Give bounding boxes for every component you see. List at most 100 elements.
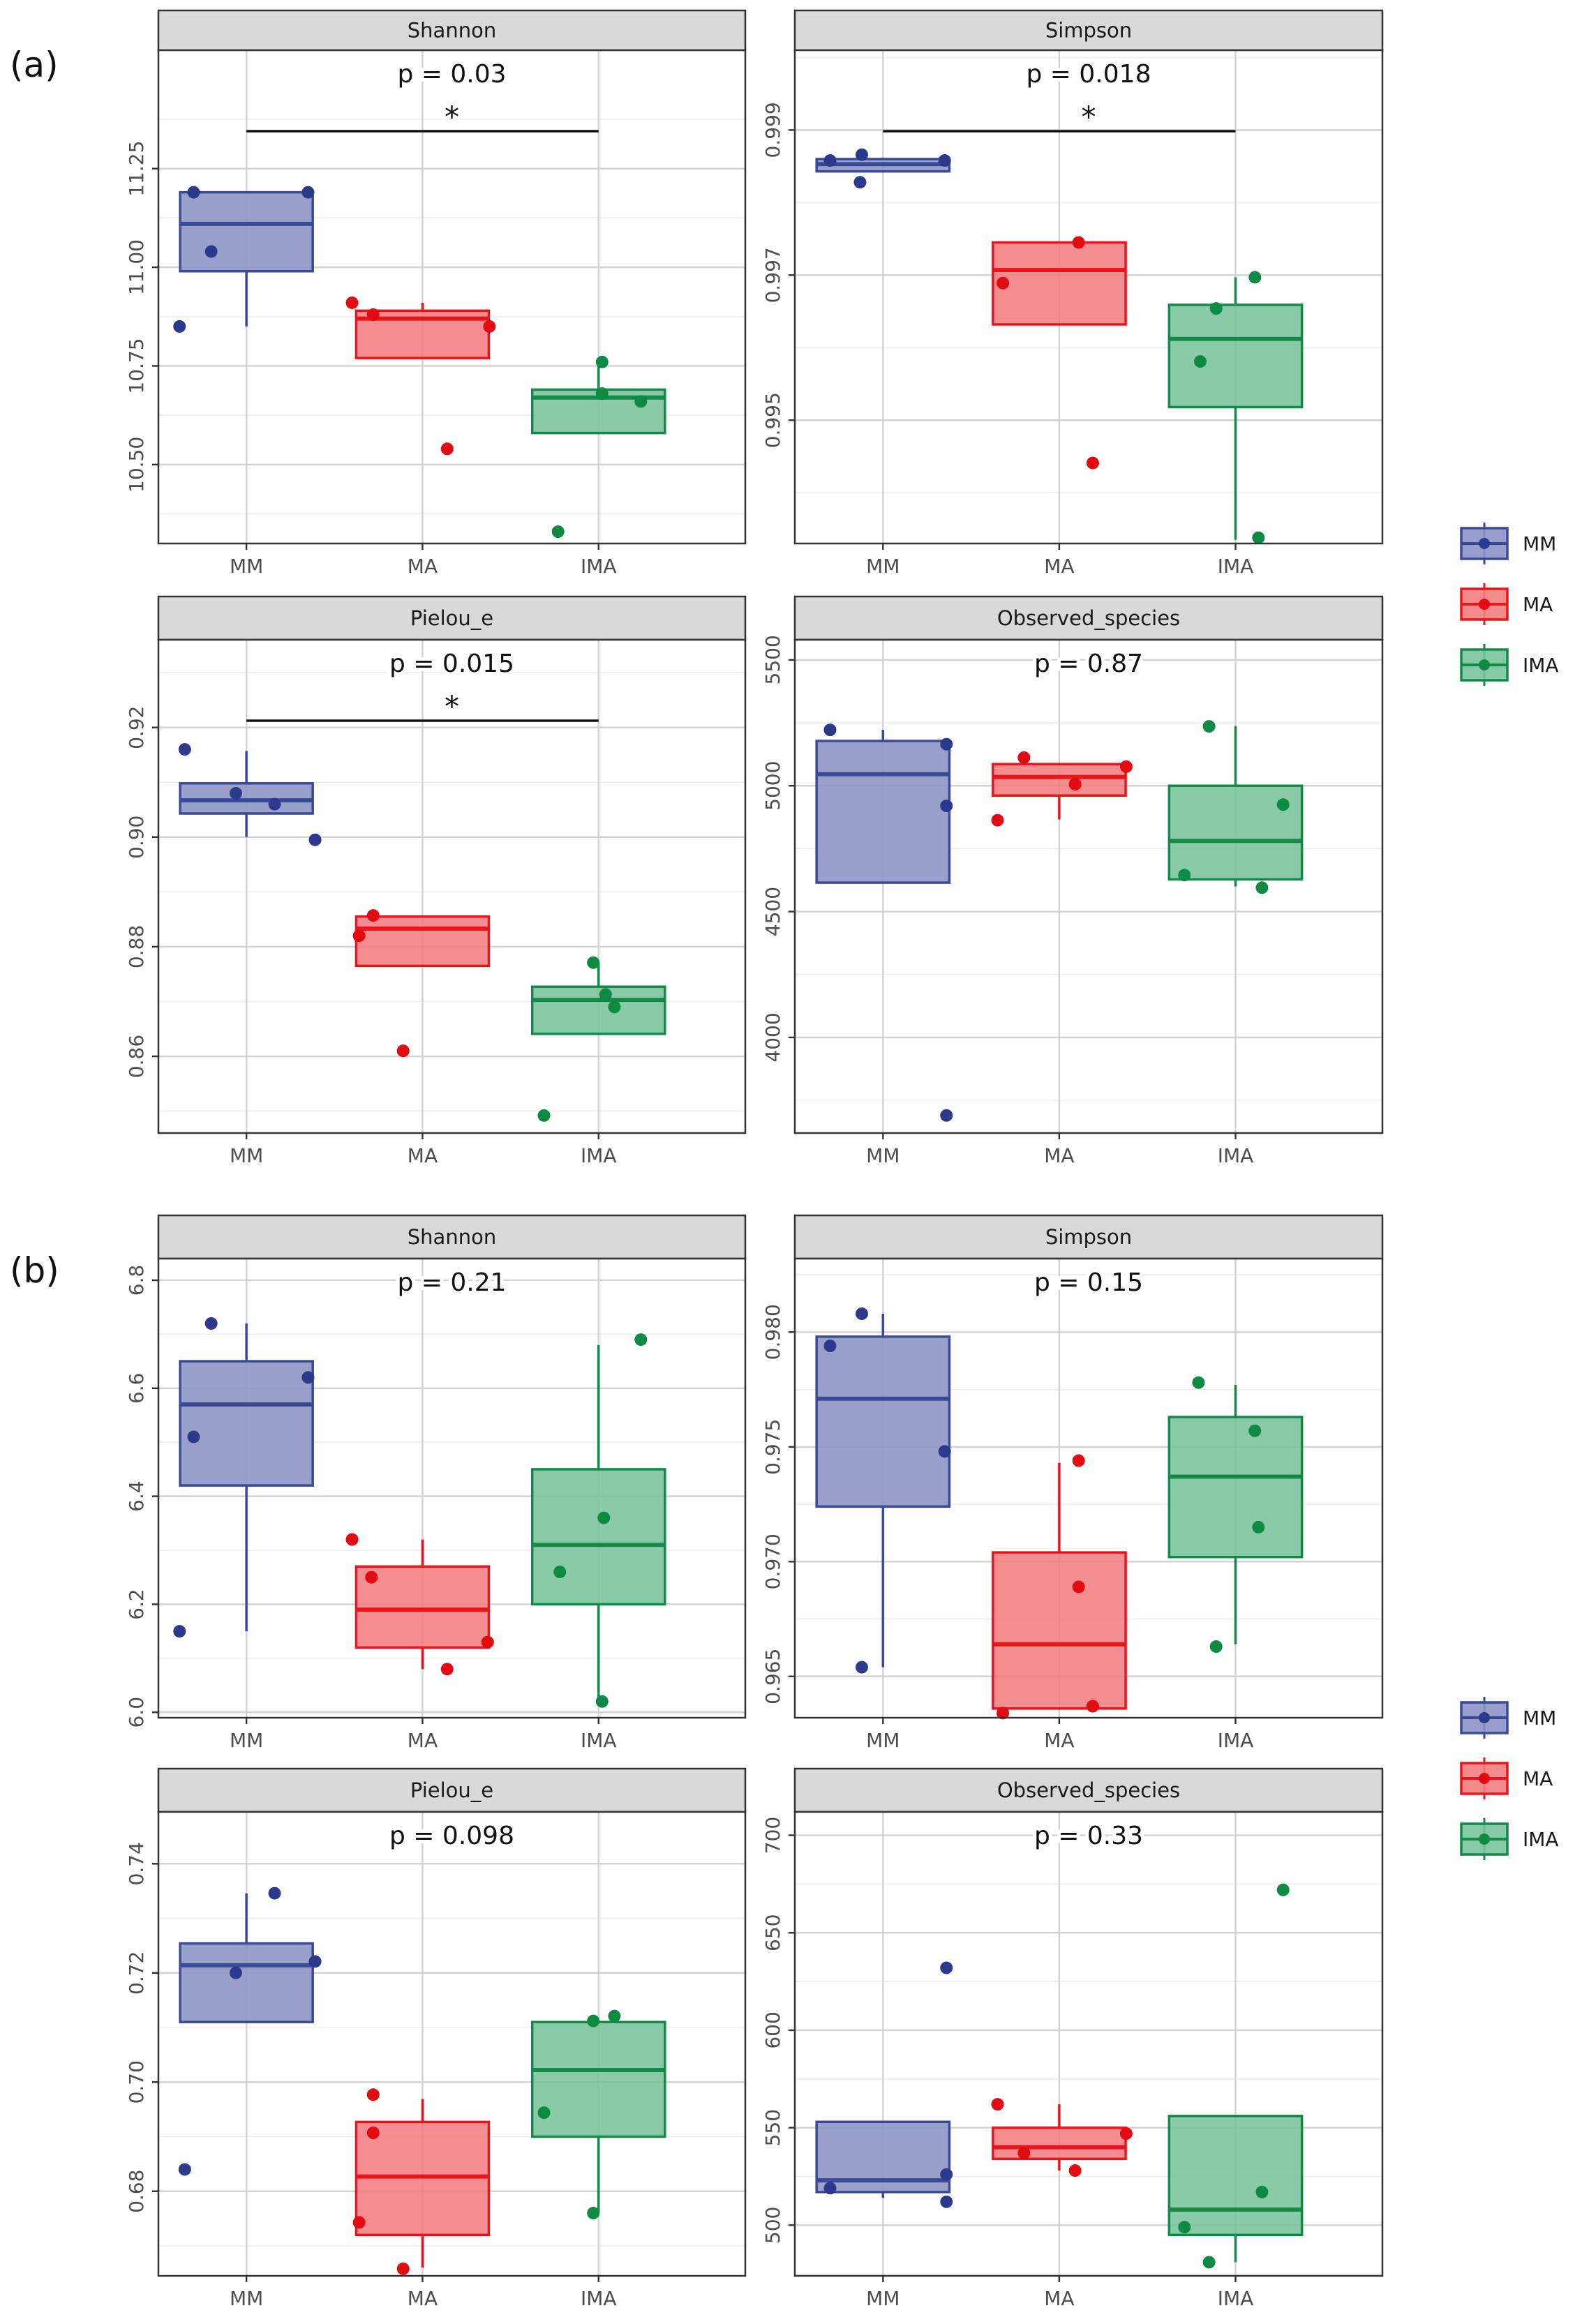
box-ma [992, 1454, 1127, 1720]
panel-border [793, 1257, 1384, 1719]
data-point [345, 296, 359, 309]
p-value-label: p = 0.15 [1034, 1268, 1143, 1297]
data-point [595, 355, 609, 368]
box-mm [815, 1307, 951, 1674]
y-tick-label: 700 [761, 1817, 784, 1854]
facet-title: Pielou_e [410, 606, 493, 630]
part-label-b: (b) [10, 1250, 59, 1291]
panel-border [157, 49, 747, 545]
panel-border [157, 638, 747, 1134]
y-tick-label: 0.68 [125, 2170, 148, 2213]
plot-background [795, 640, 1382, 1133]
data-point [352, 929, 366, 943]
box-iqr [179, 190, 314, 273]
p-value-label: p = 0.21 [397, 1268, 506, 1297]
legend-label: MA [1523, 1767, 1553, 1790]
data-point [268, 797, 281, 811]
box-mm [815, 724, 953, 1122]
data-point [587, 956, 600, 969]
data-point [1193, 355, 1207, 368]
data-point [352, 2216, 366, 2229]
box-ma [992, 236, 1127, 470]
plot-background [158, 640, 745, 1133]
y-tick-label: 0.975 [761, 1419, 784, 1475]
box-mm [178, 743, 322, 846]
significance-star: * [1082, 100, 1096, 134]
legend-item-ma: MA [1460, 1757, 1553, 1799]
y-tick-label: 0.90 [125, 816, 148, 859]
data-point [178, 2163, 191, 2176]
legend-b: MM MA IMA [1460, 1697, 1559, 1860]
box-ma [352, 909, 491, 1058]
data-point [366, 2088, 380, 2101]
data-point [1202, 2256, 1216, 2269]
facet-strip [793, 595, 1384, 641]
data-point [1178, 2221, 1191, 2234]
data-point [1252, 531, 1265, 544]
p-value-label: p = 0.87 [1034, 650, 1143, 678]
data-point [366, 909, 380, 922]
data-point [1192, 1376, 1205, 1389]
data-point [345, 1533, 359, 1546]
data-point [1255, 2185, 1269, 2198]
data-point [178, 743, 191, 756]
legend-label: IMA [1523, 654, 1559, 677]
facet-title: Simpson [1045, 1225, 1132, 1249]
data-point [1086, 456, 1099, 470]
x-tick-label: MA [1044, 1729, 1074, 1752]
legend-item-ima: IMA [1460, 1818, 1559, 1860]
y-tick-label: 0.995 [761, 392, 784, 448]
data-point [938, 154, 951, 167]
data-point [366, 2127, 380, 2140]
data-point [595, 387, 609, 400]
x-tick-label: IMA [581, 1729, 617, 1752]
panel-border [793, 1811, 1384, 2277]
box-iqr [530, 985, 666, 1035]
box-ma [345, 1533, 494, 1676]
y-tick-label: 6.6 [125, 1373, 148, 1404]
data-point [823, 1340, 837, 1353]
data-point [940, 2168, 953, 2181]
box-ima [530, 2009, 666, 2220]
data-point [1086, 1700, 1099, 1713]
x-tick-label: MM [230, 1144, 263, 1167]
facet-title: Observed_species [997, 606, 1180, 630]
x-tick-label: MM [230, 2287, 263, 2310]
box-iqr [1167, 1416, 1304, 1559]
data-point [940, 800, 953, 813]
box-ima [1167, 1883, 1304, 2269]
facet-title: Simpson [1045, 19, 1132, 43]
p-value-label: p = 0.33 [1034, 1822, 1143, 1850]
data-point [1276, 798, 1290, 811]
x-tick-label: MM [230, 1729, 263, 1752]
x-tick-label: MA [1044, 2287, 1074, 2310]
x-tick-label: MM [230, 555, 263, 578]
x-tick-label: MM [866, 1729, 900, 1752]
legend-key-point [1479, 538, 1490, 549]
data-point [440, 1663, 454, 1676]
facet-title: Observed_species [997, 1778, 1180, 1802]
x-tick-label: IMA [1218, 1144, 1254, 1167]
data-point [634, 1333, 648, 1347]
box-ima [1167, 720, 1304, 894]
panel-b-simpson: Simpson 0.965 0.970 0.975 0.980 MM MA IMA p = 0.… [761, 1214, 1384, 1752]
data-point [537, 2106, 551, 2120]
data-point [173, 320, 186, 333]
box-ma [991, 751, 1133, 827]
box-iqr [179, 1942, 314, 2023]
x-tick-label: MM [866, 1144, 900, 1167]
y-tick-label: 11.00 [125, 239, 148, 295]
y-tick-label: 0.999 [761, 102, 784, 158]
legend-key-point [1479, 1712, 1490, 1723]
data-point [823, 724, 837, 737]
data-point [365, 1570, 378, 1584]
data-point [308, 1955, 322, 1968]
p-value-label: p = 0.018 [1027, 60, 1151, 89]
y-tick-label: 10.75 [125, 338, 148, 393]
legend-key-point [1479, 1773, 1490, 1784]
y-tick-label: 6.2 [125, 1589, 148, 1620]
data-point [855, 1307, 868, 1320]
data-point [634, 395, 648, 408]
box-iqr [179, 1360, 314, 1487]
y-tick-label: 600 [761, 2011, 784, 2048]
